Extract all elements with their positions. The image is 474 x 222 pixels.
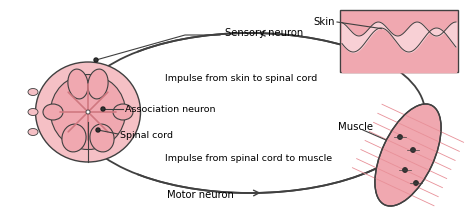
Ellipse shape [113,104,133,120]
Ellipse shape [68,69,88,99]
Ellipse shape [94,58,98,62]
Ellipse shape [28,109,38,115]
Ellipse shape [62,124,86,152]
Text: Sensory neuron: Sensory neuron [225,28,303,38]
Ellipse shape [88,69,108,99]
FancyBboxPatch shape [340,10,458,72]
Ellipse shape [398,135,402,139]
Ellipse shape [410,147,416,153]
Ellipse shape [36,62,140,162]
Ellipse shape [96,128,100,132]
Text: Motor neuron: Motor neuron [166,190,233,200]
Ellipse shape [86,110,90,114]
Ellipse shape [101,107,105,111]
Text: Skin: Skin [313,17,335,27]
Ellipse shape [375,104,441,206]
Ellipse shape [51,75,126,149]
Ellipse shape [90,124,114,152]
Text: Impulse from skin to spinal cord: Impulse from skin to spinal cord [165,73,317,83]
Text: Impulse from spinal cord to muscle: Impulse from spinal cord to muscle [165,153,332,163]
Ellipse shape [28,89,38,95]
Ellipse shape [402,168,408,172]
Text: Spinal cord: Spinal cord [120,131,173,139]
Ellipse shape [413,180,419,186]
Text: Muscle: Muscle [338,122,373,132]
Ellipse shape [43,104,63,120]
Text: Association neuron: Association neuron [125,105,216,113]
Ellipse shape [28,129,38,135]
